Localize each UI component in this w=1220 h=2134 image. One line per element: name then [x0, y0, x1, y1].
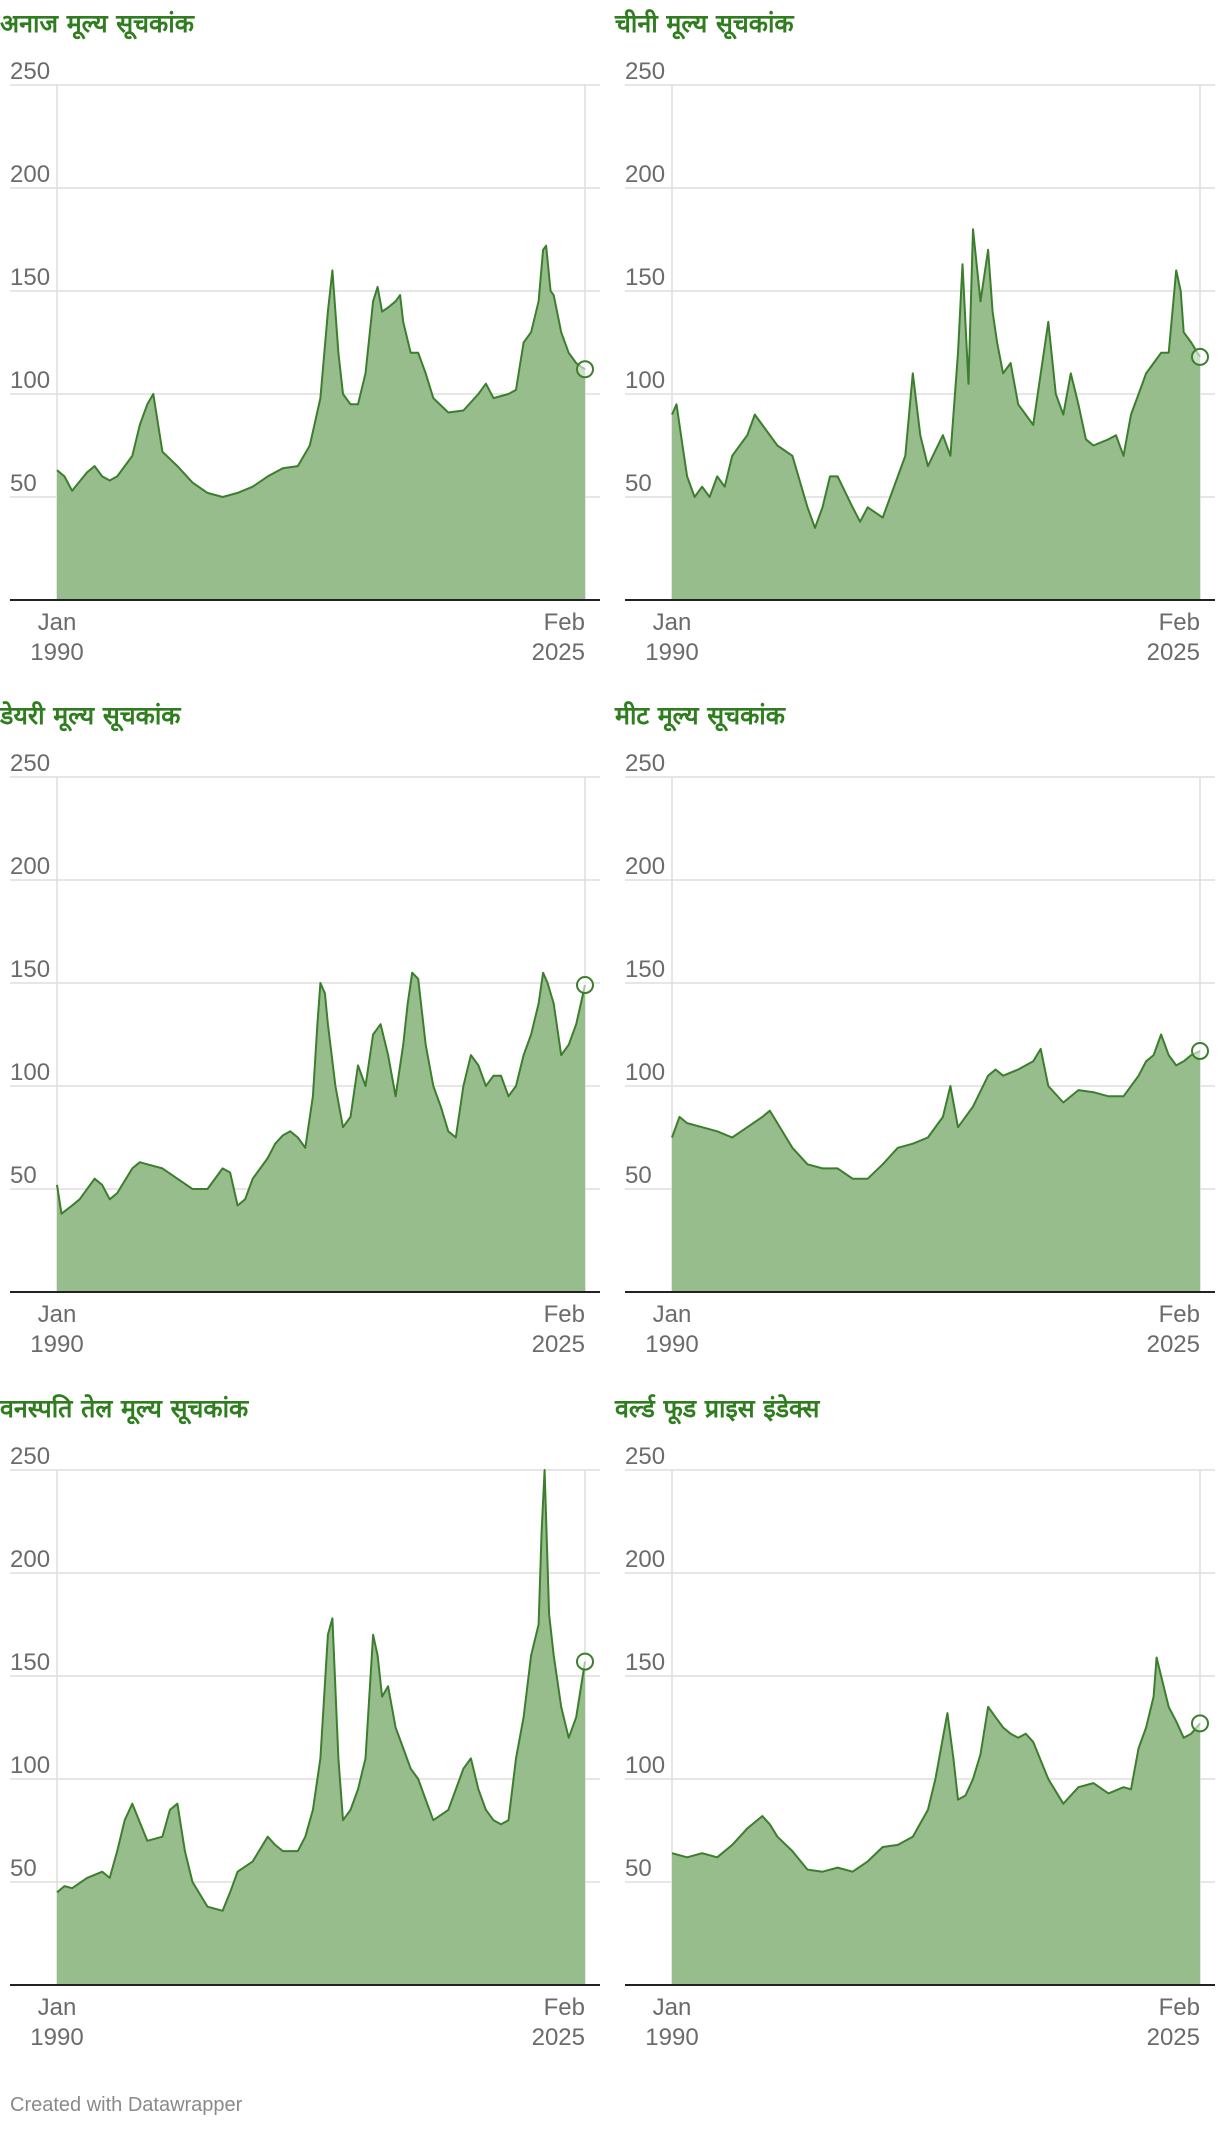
y-tick-label: 50: [625, 470, 652, 497]
y-tick-label: 200: [625, 1546, 665, 1573]
series-line: [56, 1469, 586, 1912]
y-tick-label: 150: [10, 264, 50, 291]
y-tick-label: 250: [625, 58, 665, 85]
chart-panel-sugar: चीनी मूल्य सूचकांक 50 100 150 200 250 Jan 1990…: [615, 0, 1215, 690]
x-tick-label: 1990: [30, 639, 83, 666]
chart-svg: 50 100 150 200 250 Jan 1990 Feb 2025: [625, 58, 1215, 666]
x-tick-label: 2025: [532, 1331, 585, 1358]
series-area: [57, 972, 585, 1292]
x-tick-label: 2025: [1147, 639, 1200, 666]
chart-panel-vegetable-oil: वनस्पति तेल मूल्य सूचकांक 50 100 150 200 250…: [0, 1385, 600, 2075]
chart-title: अनाज मूल्य सूचकांक: [0, 9, 194, 38]
y-tick-label: 200: [10, 853, 50, 880]
chart-title: वर्ल्ड फूड प्राइस इंडेक्स: [615, 1394, 820, 1423]
chart-panel-dairy: डेयरी मूल्य सूचकांक 50 100 150 200 250 Jan 199…: [0, 692, 600, 1382]
x-tick-label: Feb: [544, 1301, 585, 1328]
series-line: [56, 244, 586, 498]
chart-panel-meat: मीट मूल्य सूचकांक 50 100 150 200 250 Jan 1990 F…: [615, 692, 1215, 1382]
x-tick-label: 1990: [30, 1331, 83, 1358]
chart-title: चीनी मूल्य सूचकांक: [615, 9, 794, 38]
y-tick-label: 150: [625, 264, 665, 291]
y-tick-label: 200: [625, 853, 665, 880]
x-tick-label: Feb: [544, 1994, 585, 2021]
footer-credit: Created with Datawrapper: [10, 2094, 243, 2116]
chart-panel-cereals: अनाज मूल्य सूचकांक 50 100 150 200 250 Jan 1990…: [0, 0, 600, 690]
y-tick-label: 150: [10, 1649, 50, 1676]
series-area: [57, 245, 585, 600]
chart-svg: 50 100 150 200 250 Jan 1990 Feb 2025: [625, 1443, 1215, 2051]
latest-value-marker: [576, 976, 594, 995]
x-tick-label: Feb: [1159, 1994, 1200, 2021]
chart-svg: 50 100 150 200 250 Jan 1990 Feb 2025: [10, 750, 600, 1358]
x-tick-label: Jan: [38, 1994, 77, 2021]
x-tick-label: Jan: [653, 609, 692, 636]
y-tick-label: 50: [10, 1162, 37, 1189]
y-tick-label: 100: [10, 1059, 50, 1086]
series-line: [671, 1033, 1201, 1180]
x-tick-label: Jan: [653, 1994, 692, 2021]
x-tick-label: 2025: [532, 639, 585, 666]
y-tick-label: 150: [625, 956, 665, 983]
y-tick-label: 250: [10, 58, 50, 85]
series-line: [56, 971, 586, 1215]
chart-title: मीट मूल्य सूचकांक: [615, 701, 785, 730]
chart-svg: 50 100 150 200 250 Jan 1990 Feb 2025: [625, 750, 1215, 1358]
y-tick-label: 100: [625, 1059, 665, 1086]
x-tick-label: 2025: [532, 2024, 585, 2051]
y-tick-label: 50: [10, 470, 37, 497]
y-tick-label: 200: [625, 161, 665, 188]
y-tick-label: 250: [625, 1443, 665, 1470]
y-tick-label: 150: [625, 1649, 665, 1676]
x-tick-label: Jan: [653, 1301, 692, 1328]
latest-value-marker: [576, 360, 594, 379]
y-tick-label: 250: [625, 750, 665, 777]
series-area: [672, 1657, 1200, 1985]
x-tick-label: Feb: [544, 609, 585, 636]
x-tick-label: Jan: [38, 1301, 77, 1328]
x-tick-label: Feb: [1159, 1301, 1200, 1328]
x-tick-label: 1990: [645, 1331, 698, 1358]
y-tick-label: 200: [10, 1546, 50, 1573]
y-tick-label: 100: [625, 1752, 665, 1779]
y-tick-label: 100: [10, 367, 50, 394]
chart-svg: 50 100 150 200 250 Jan 1990 Feb 2025: [10, 1443, 600, 2051]
chart-panel-food-price-index: वर्ल्ड फूड प्राइस इंडेक्स 50 100 150 200 250…: [615, 1385, 1215, 2075]
x-tick-label: 1990: [645, 639, 698, 666]
y-tick-label: 50: [10, 1855, 37, 1882]
x-tick-label: Feb: [1159, 609, 1200, 636]
latest-value-marker: [576, 1652, 594, 1671]
series-line: [671, 228, 1201, 529]
latest-value-marker: [1191, 347, 1209, 366]
latest-value-marker: [1191, 1714, 1209, 1733]
y-tick-label: 250: [10, 1443, 50, 1470]
chart-svg: 50 100 150 200 250 Jan 1990 Feb 2025: [10, 58, 600, 666]
chart-title: वनस्पति तेल मूल्य सूचकांक: [0, 1394, 249, 1423]
series-area: [57, 1470, 585, 1985]
y-tick-label: 100: [10, 1752, 50, 1779]
x-tick-label: 2025: [1147, 1331, 1200, 1358]
series-area: [672, 229, 1200, 600]
series-area: [672, 1034, 1200, 1292]
y-tick-label: 250: [10, 750, 50, 777]
x-tick-label: Jan: [38, 609, 77, 636]
x-tick-label: 1990: [645, 2024, 698, 2051]
latest-value-marker: [1191, 1041, 1209, 1060]
y-tick-label: 50: [625, 1162, 652, 1189]
y-tick-label: 200: [10, 161, 50, 188]
y-tick-label: 150: [10, 956, 50, 983]
x-tick-label: 2025: [1147, 2024, 1200, 2051]
y-tick-label: 50: [625, 1855, 652, 1882]
chart-title: डेयरी मूल्य सूचकांक: [0, 701, 181, 730]
y-tick-label: 100: [625, 367, 665, 394]
x-tick-label: 1990: [30, 2024, 83, 2051]
series-line: [671, 1656, 1201, 1873]
